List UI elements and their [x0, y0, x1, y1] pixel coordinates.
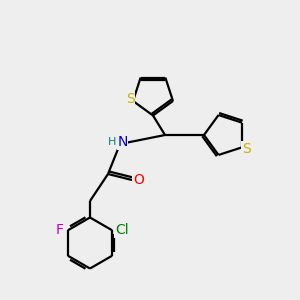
Text: F: F	[56, 223, 64, 237]
Text: O: O	[133, 173, 144, 187]
Text: H: H	[107, 136, 116, 147]
Text: Cl: Cl	[115, 223, 128, 237]
Text: S: S	[242, 142, 251, 156]
Text: S: S	[126, 92, 134, 106]
Text: N: N	[117, 136, 128, 149]
